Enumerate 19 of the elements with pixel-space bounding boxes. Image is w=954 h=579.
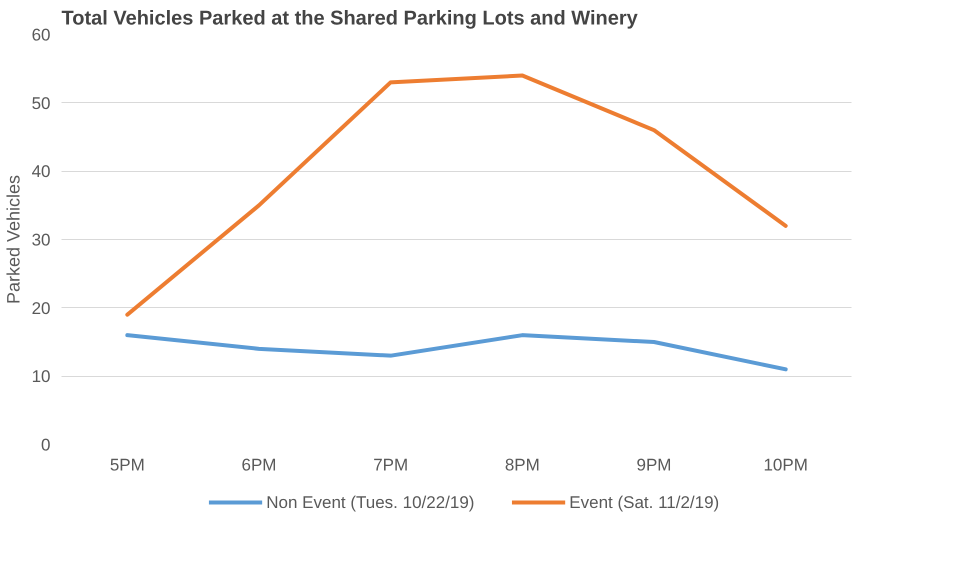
legend-label: Event (Sat. 11/2/19) [569,493,720,512]
y-tick-label: 60 [32,26,51,44]
x-tick-label: 6PM [242,456,276,474]
y-tick-label: 40 [32,162,51,182]
legend-label: Non Event (Tues. 10/22/19) [266,493,474,512]
chart-title: Total Vehicles Parked at the Shared Parking Lots and Winery [62,8,639,30]
y-tick-label: 0 [41,436,51,454]
y-tick-label: 10 [32,367,51,386]
x-tick-label: 10PM [763,456,808,474]
x-tick-label: 9PM [636,456,672,474]
x-tick-label: 8PM [504,456,540,474]
y-tick-label: 50 [32,94,51,113]
y-axis-title: Parked Vehicles [4,174,24,304]
x-tick-label: 5PM [110,456,145,474]
x-tick-label: 7PM [373,456,408,474]
y-tick-label: 20 [32,298,51,318]
line-series [125,74,788,317]
y-tick-label: 30 [32,230,51,250]
line-series [125,333,788,372]
